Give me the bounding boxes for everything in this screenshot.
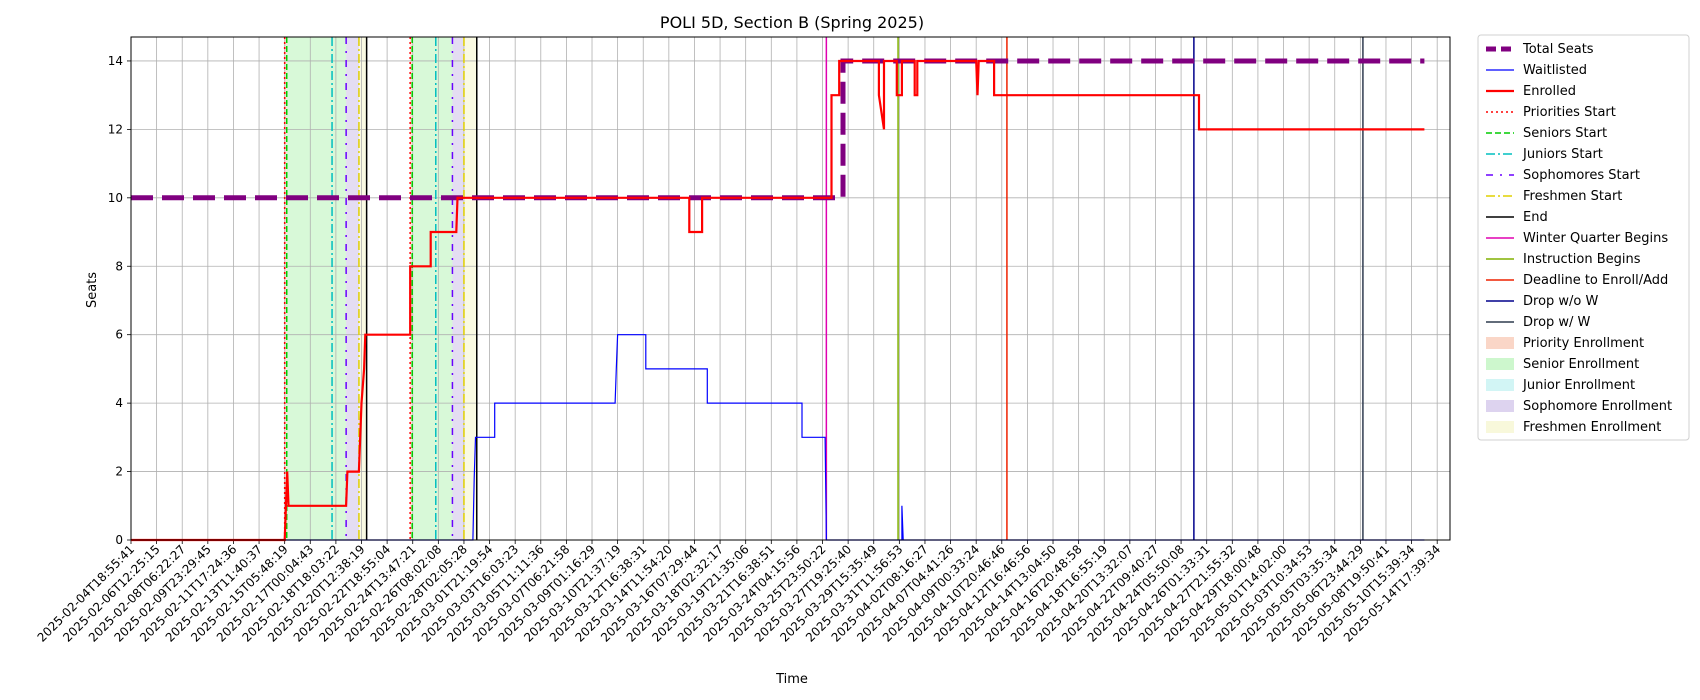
legend-label: Deadline to Enroll/Add: [1523, 273, 1668, 288]
legend-label: Sophomore Enrollment: [1523, 399, 1672, 414]
x-ticks: 2025-02-04T18:55:412025-02-06T12:25:1520…: [35, 540, 1443, 645]
axes-frame: [130, 36, 1451, 541]
legend-swatch: [1486, 337, 1514, 349]
legend-label: Junior Enrollment: [1522, 378, 1635, 393]
plot-area: 0 2 4 6 8 10 12 14 2025-02-04T18:55:412025-02-06…: [35, 36, 1451, 645]
y-tick-label: 14: [108, 54, 123, 68]
legend-label: Enrolled: [1523, 84, 1576, 99]
legend-label: Juniors Start: [1522, 147, 1603, 162]
legend-swatch: [1486, 379, 1514, 391]
y-tick-label: 12: [108, 122, 123, 136]
chart-title: POLI 5D, Section B (Spring 2025): [660, 13, 924, 32]
y-tick-label: 6: [115, 328, 123, 342]
legend-label: Freshmen Enrollment: [1523, 420, 1661, 435]
y-tick-label: 2: [115, 465, 123, 479]
legend-label: Priority Enrollment: [1523, 336, 1644, 351]
legend-label: Priorities Start: [1523, 105, 1616, 120]
series-line: [131, 59, 1425, 542]
shaded-span: [286, 37, 347, 540]
legend-label: Drop w/ W: [1523, 315, 1591, 330]
legend-label: Seniors Start: [1523, 126, 1607, 141]
shaded-span: [412, 37, 453, 540]
shaded-span: [452, 37, 464, 540]
y-tick-label: 0: [115, 533, 123, 547]
shaded-span: [284, 37, 287, 540]
legend-label: Total Seats: [1522, 42, 1594, 57]
legend-label: End: [1523, 210, 1548, 225]
legend-box: [1477, 34, 1690, 441]
y-ticks: 0 2 4 6 8 10 12 14: [108, 54, 131, 547]
shaded-span: [346, 37, 359, 540]
legend-label: Drop w/o W: [1523, 294, 1599, 309]
y-tick-label: 10: [108, 191, 123, 205]
shaded-span: [463, 37, 477, 540]
legend-label: Waitlisted: [1523, 63, 1587, 78]
legend-label: Sophomores Start: [1523, 168, 1640, 183]
y-axis-label: Seats: [85, 272, 100, 308]
legend-label: Freshmen Start: [1523, 189, 1622, 204]
legend: Total Seats Waitlisted Enrolled Priorities …: [1477, 34, 1690, 441]
y-tick-label: 8: [115, 259, 123, 273]
legend-label: Senior Enrollment: [1523, 357, 1639, 372]
legend-swatch: [1486, 421, 1514, 433]
legend-label: Instruction Begins: [1523, 252, 1641, 267]
shaded-span: [358, 37, 367, 540]
legend-swatch: [1486, 400, 1514, 412]
legend-label: Winter Quarter Begins: [1523, 231, 1668, 246]
x-axis-label: Time: [775, 672, 808, 687]
y-tick-label: 4: [115, 396, 123, 410]
legend-swatch: [1486, 358, 1514, 370]
